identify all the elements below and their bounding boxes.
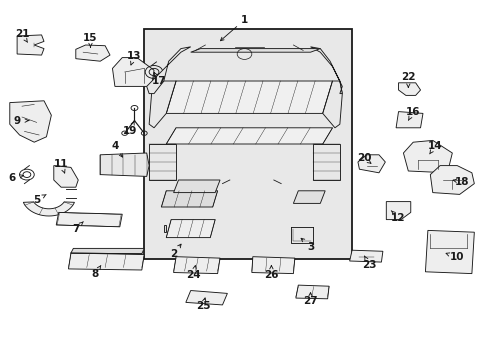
Polygon shape <box>112 58 154 86</box>
Text: 14: 14 <box>427 141 442 151</box>
Text: 25: 25 <box>195 301 210 311</box>
Text: 6: 6 <box>9 173 16 183</box>
Text: 1: 1 <box>241 15 247 25</box>
Text: 11: 11 <box>54 159 68 169</box>
Polygon shape <box>166 81 332 113</box>
Polygon shape <box>100 153 149 176</box>
Bar <box>144 29 351 259</box>
Text: 26: 26 <box>264 270 278 280</box>
Polygon shape <box>173 257 220 274</box>
Text: 9: 9 <box>14 116 20 126</box>
Polygon shape <box>357 155 385 173</box>
Polygon shape <box>295 285 328 299</box>
Polygon shape <box>310 47 342 94</box>
Polygon shape <box>322 81 342 128</box>
Polygon shape <box>293 191 325 203</box>
Polygon shape <box>68 253 144 270</box>
Polygon shape <box>166 220 215 238</box>
Text: 17: 17 <box>151 76 166 86</box>
Polygon shape <box>166 128 332 144</box>
Text: 8: 8 <box>92 269 99 279</box>
Text: 21: 21 <box>15 29 29 39</box>
Text: 7: 7 <box>72 224 80 234</box>
Polygon shape <box>312 144 339 180</box>
Text: 23: 23 <box>361 260 376 270</box>
Polygon shape <box>149 144 176 180</box>
Polygon shape <box>429 166 473 194</box>
Text: 19: 19 <box>122 126 137 136</box>
Polygon shape <box>185 291 227 305</box>
Polygon shape <box>349 250 382 262</box>
Polygon shape <box>386 202 410 220</box>
Text: 24: 24 <box>185 270 200 280</box>
Polygon shape <box>10 101 51 142</box>
Polygon shape <box>403 140 451 173</box>
Text: 4: 4 <box>111 141 119 151</box>
Text: 16: 16 <box>405 107 420 117</box>
Polygon shape <box>161 191 217 207</box>
Polygon shape <box>54 166 78 187</box>
Polygon shape <box>425 230 473 274</box>
Polygon shape <box>173 180 220 193</box>
Text: 15: 15 <box>83 33 98 43</box>
Text: 20: 20 <box>356 153 371 163</box>
Text: 12: 12 <box>390 213 405 223</box>
Text: 2: 2 <box>170 249 177 259</box>
Polygon shape <box>23 202 74 216</box>
Text: 10: 10 <box>449 252 464 262</box>
Text: 13: 13 <box>127 51 142 61</box>
Polygon shape <box>17 35 44 55</box>
Polygon shape <box>149 81 176 128</box>
Polygon shape <box>146 47 190 94</box>
Text: 3: 3 <box>306 242 313 252</box>
Text: 18: 18 <box>454 177 468 187</box>
Polygon shape <box>163 225 166 232</box>
Text: 5: 5 <box>33 195 40 205</box>
Polygon shape <box>71 248 144 254</box>
Polygon shape <box>56 212 122 227</box>
Polygon shape <box>190 49 320 52</box>
Text: 27: 27 <box>303 296 317 306</box>
Text: 22: 22 <box>400 72 415 82</box>
Polygon shape <box>395 112 422 128</box>
Polygon shape <box>251 257 294 274</box>
Polygon shape <box>398 83 420 95</box>
Polygon shape <box>76 45 110 61</box>
